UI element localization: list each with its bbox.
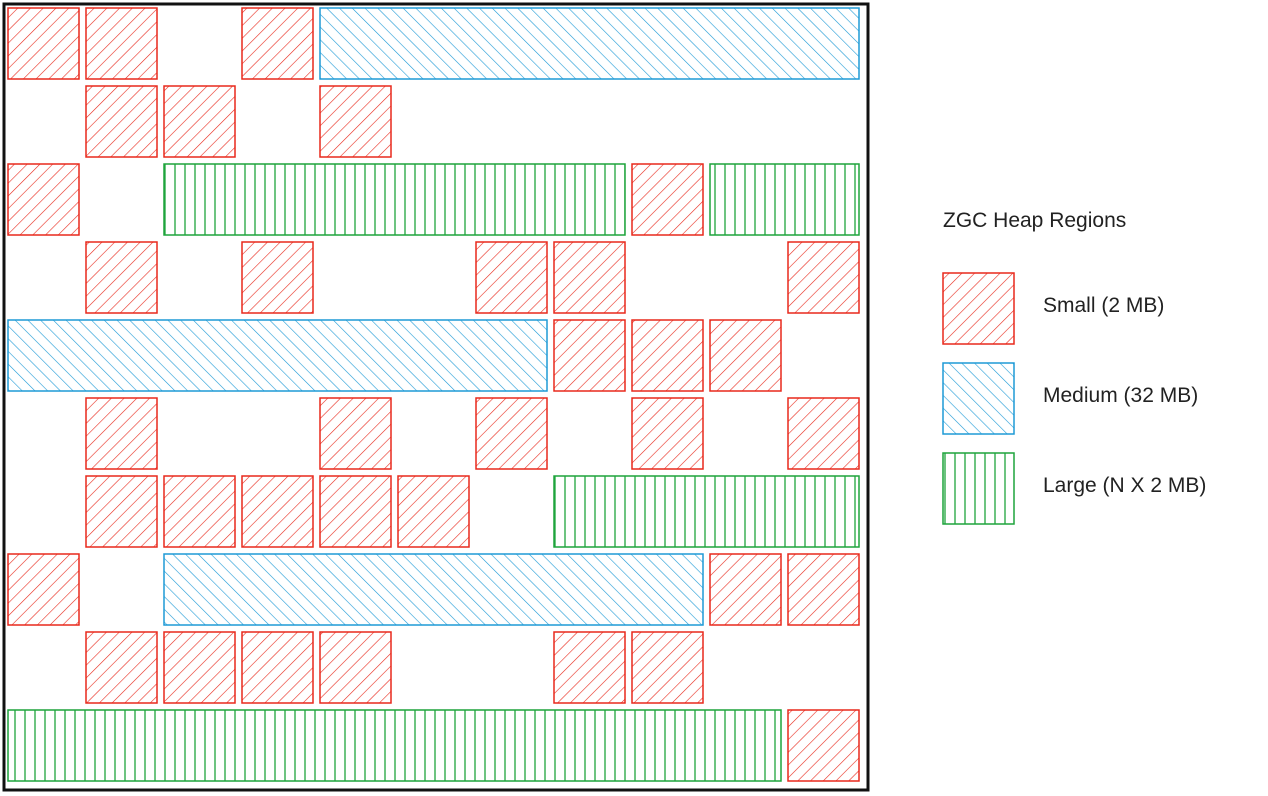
small-region	[85, 397, 158, 470]
legend-swatch-medium	[942, 362, 1015, 435]
medium-region	[163, 553, 704, 626]
small-region	[787, 397, 860, 470]
medium-region	[7, 319, 548, 392]
small-region	[85, 241, 158, 314]
small-region	[319, 475, 392, 548]
legend-swatches	[942, 272, 1015, 525]
large-region	[553, 475, 860, 548]
small-region	[631, 163, 704, 236]
legend-label-medium: Medium (32 MB)	[1043, 384, 1199, 407]
small-region	[163, 475, 236, 548]
small-region	[475, 241, 548, 314]
small-region	[553, 631, 626, 704]
large-region	[709, 163, 860, 236]
small-region	[85, 85, 158, 158]
legend-title: ZGC Heap Regions	[943, 209, 1127, 232]
small-region	[85, 475, 158, 548]
small-region	[631, 397, 704, 470]
heap-regions	[7, 7, 860, 782]
small-region	[787, 553, 860, 626]
small-region	[787, 709, 860, 782]
small-region	[7, 553, 80, 626]
small-region	[631, 319, 704, 392]
small-region	[709, 553, 782, 626]
legend-swatch-small	[942, 272, 1015, 345]
small-region	[553, 319, 626, 392]
small-region	[7, 163, 80, 236]
small-region	[319, 397, 392, 470]
small-region	[553, 241, 626, 314]
small-region	[241, 7, 314, 80]
large-region	[7, 709, 782, 782]
small-region	[787, 241, 860, 314]
small-region	[7, 7, 80, 80]
small-region	[163, 85, 236, 158]
legend-swatch-large	[942, 452, 1015, 525]
small-region	[319, 631, 392, 704]
small-region	[241, 241, 314, 314]
small-region	[85, 631, 158, 704]
legend-label-large: Large (N X 2 MB)	[1043, 474, 1207, 497]
small-region	[163, 631, 236, 704]
small-region	[319, 85, 392, 158]
small-region	[241, 631, 314, 704]
small-region	[475, 397, 548, 470]
small-region	[241, 475, 314, 548]
small-region	[397, 475, 470, 548]
small-region	[709, 319, 782, 392]
small-region	[85, 7, 158, 80]
large-region	[163, 163, 626, 236]
medium-region	[319, 7, 860, 80]
legend-label-small: Small (2 MB)	[1043, 294, 1165, 317]
small-region	[631, 631, 704, 704]
